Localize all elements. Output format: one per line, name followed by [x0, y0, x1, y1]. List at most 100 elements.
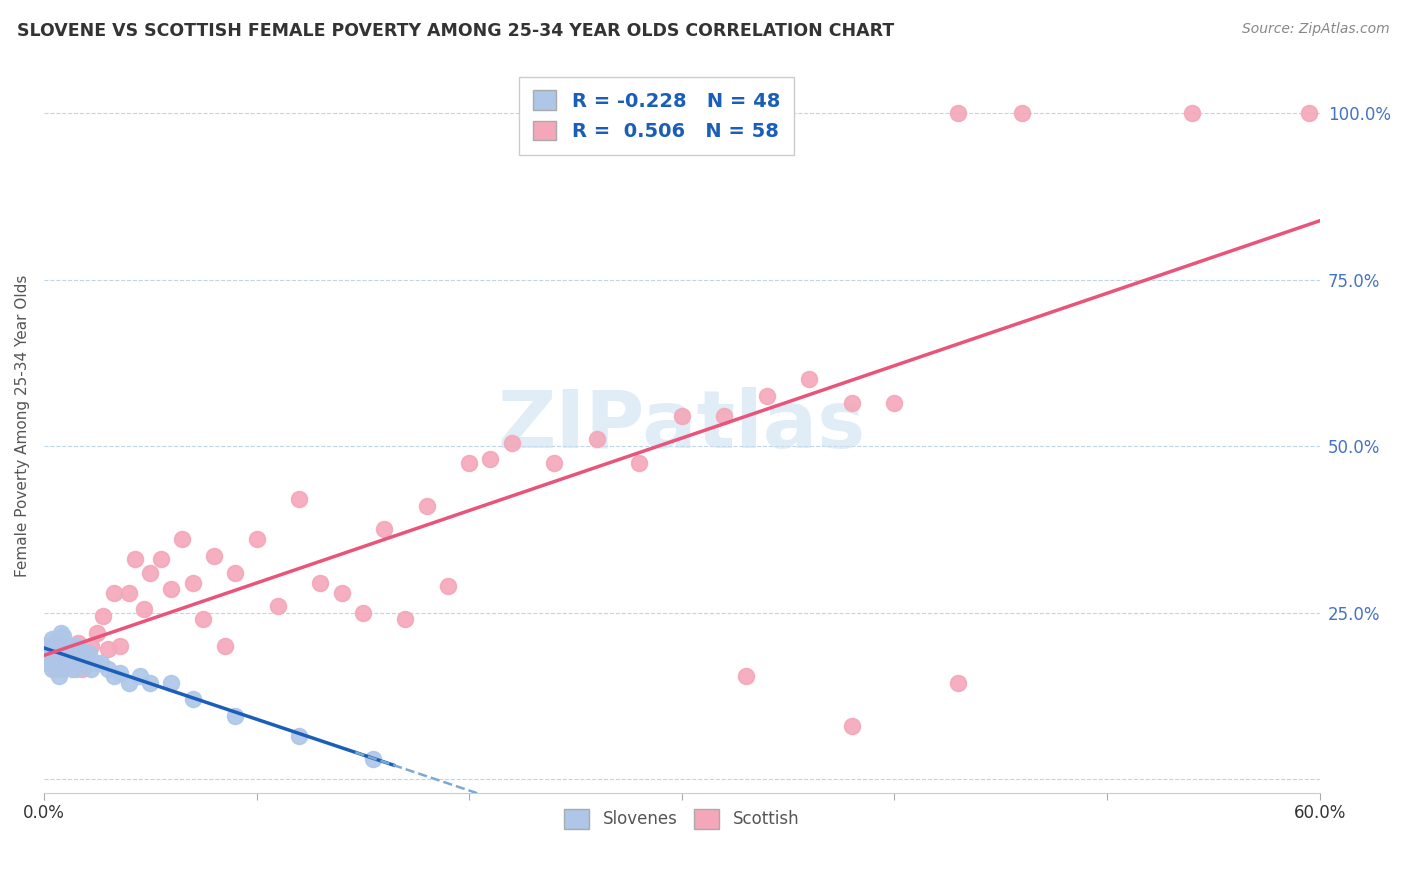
Point — [1011, 106, 1033, 120]
Point — [118, 585, 141, 599]
Point — [124, 552, 146, 566]
Point — [75, 648, 97, 663]
Text: SLOVENE VS SCOTTISH FEMALE POVERTY AMONG 25-34 YEAR OLDS CORRELATION CHART: SLOVENE VS SCOTTISH FEMALE POVERTY AMONG… — [17, 22, 894, 40]
Point — [799, 372, 821, 386]
Point — [39, 642, 62, 657]
Point — [37, 656, 59, 670]
Point — [49, 625, 72, 640]
Point — [139, 566, 162, 580]
Point — [97, 642, 120, 657]
Point — [267, 599, 290, 613]
Point — [883, 396, 905, 410]
Point — [52, 662, 75, 676]
Point — [45, 648, 67, 663]
Point — [52, 659, 75, 673]
Point — [56, 652, 79, 666]
Point — [948, 106, 970, 120]
Point — [70, 662, 93, 676]
Point — [60, 662, 83, 676]
Point — [671, 409, 693, 424]
Point — [58, 646, 80, 660]
Point — [53, 648, 76, 663]
Point — [77, 646, 100, 660]
Point — [202, 549, 225, 563]
Point — [66, 636, 89, 650]
Point — [93, 609, 115, 624]
Point — [69, 642, 91, 657]
Point — [103, 585, 125, 599]
Point — [224, 566, 246, 580]
Point — [139, 675, 162, 690]
Point — [948, 675, 970, 690]
Point — [181, 692, 204, 706]
Point — [181, 575, 204, 590]
Point — [39, 648, 62, 663]
Point — [585, 433, 607, 447]
Point — [49, 642, 72, 657]
Point — [79, 639, 101, 653]
Point — [103, 669, 125, 683]
Point — [66, 648, 89, 663]
Point — [45, 632, 67, 647]
Point — [44, 642, 66, 657]
Point — [65, 662, 87, 676]
Point — [160, 675, 183, 690]
Point — [214, 639, 236, 653]
Point — [110, 639, 132, 653]
Point — [841, 396, 863, 410]
Point — [394, 612, 416, 626]
Point — [543, 456, 565, 470]
Point — [60, 646, 83, 660]
Point — [53, 659, 76, 673]
Point — [1181, 106, 1204, 120]
Point — [501, 435, 523, 450]
Point — [149, 552, 172, 566]
Point — [86, 656, 108, 670]
Point — [245, 533, 267, 547]
Point — [73, 648, 96, 663]
Point — [62, 648, 84, 663]
Point — [193, 612, 215, 626]
Point — [48, 669, 70, 683]
Point — [734, 669, 756, 683]
Point — [49, 656, 72, 670]
Point — [415, 499, 437, 513]
Text: Source: ZipAtlas.com: Source: ZipAtlas.com — [1241, 22, 1389, 37]
Point — [160, 582, 183, 597]
Point — [52, 629, 75, 643]
Point — [45, 636, 67, 650]
Point — [41, 632, 63, 647]
Point — [58, 656, 80, 670]
Point — [110, 665, 132, 680]
Point — [37, 656, 59, 670]
Point — [172, 533, 194, 547]
Point — [44, 656, 66, 670]
Point — [132, 602, 155, 616]
Point — [90, 656, 112, 670]
Point — [79, 662, 101, 676]
Point — [373, 523, 395, 537]
Point — [288, 729, 311, 743]
Point — [86, 625, 108, 640]
Point — [97, 662, 120, 676]
Point — [41, 662, 63, 676]
Point — [62, 656, 84, 670]
Point — [479, 452, 502, 467]
Point — [58, 639, 80, 653]
Point — [309, 575, 332, 590]
Point — [628, 456, 651, 470]
Point — [437, 579, 460, 593]
Point — [56, 642, 79, 657]
Point — [75, 656, 97, 670]
Point — [1298, 106, 1320, 120]
Point — [458, 456, 481, 470]
Point — [35, 639, 58, 653]
Point — [330, 585, 353, 599]
Point — [53, 639, 76, 653]
Point — [35, 648, 58, 663]
Point — [41, 642, 63, 657]
Point — [352, 606, 374, 620]
Point — [363, 752, 385, 766]
Point — [65, 639, 87, 653]
Point — [39, 639, 62, 653]
